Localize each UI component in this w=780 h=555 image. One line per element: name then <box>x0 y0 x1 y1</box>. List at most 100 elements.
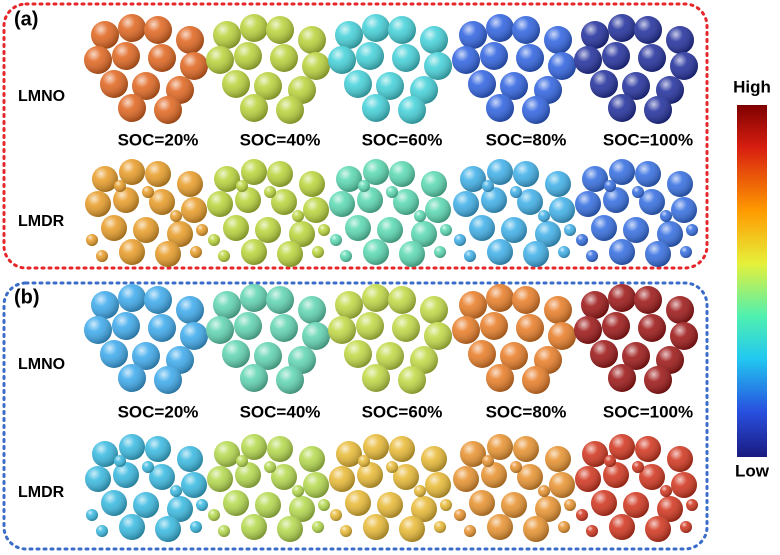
particle-shade <box>424 52 452 80</box>
particle-shade <box>609 159 635 185</box>
particle-shade <box>235 187 261 213</box>
particle-shade <box>389 161 415 187</box>
particle-shade <box>522 96 550 124</box>
particle-shade <box>454 509 466 521</box>
particle-shade <box>582 441 608 467</box>
particle-shade <box>85 191 111 217</box>
particle-shade <box>223 490 249 516</box>
particle-shade <box>632 186 644 198</box>
row-label: LMDR <box>18 484 65 501</box>
particle-shade <box>276 96 304 124</box>
particle-shade <box>277 241 303 267</box>
particle-shade <box>602 312 630 340</box>
particle-shade <box>340 250 352 262</box>
particle-shade <box>144 286 172 314</box>
particle-shade <box>639 189 665 215</box>
particle-shade <box>660 210 672 222</box>
particle-shade <box>345 215 371 241</box>
particle-shade <box>510 461 522 473</box>
particle-shade <box>114 180 126 192</box>
particle-shade <box>608 284 636 312</box>
panel-label: (b) <box>14 286 40 308</box>
particle-shade <box>666 26 694 54</box>
particle-shade <box>513 161 539 187</box>
particle-shade <box>181 197 207 223</box>
particle-shade <box>363 239 389 265</box>
panel-frame <box>2 281 709 551</box>
particle-shade <box>510 186 522 198</box>
particle-shade <box>241 159 267 185</box>
particle-shade <box>145 436 171 462</box>
particle-shade <box>638 44 666 72</box>
particle-shade <box>434 246 446 258</box>
particle-shade <box>591 215 617 241</box>
particle-shade <box>148 44 176 72</box>
particle-shade <box>207 466 233 492</box>
particle-shade <box>548 52 576 80</box>
particle-shade <box>329 191 355 217</box>
particle-shade <box>481 462 507 488</box>
particle-shade <box>388 16 416 44</box>
particle-shade <box>235 462 261 488</box>
particle-shade <box>548 322 576 350</box>
particle-shade <box>512 16 540 44</box>
particle-shade <box>92 166 118 192</box>
particle-shade <box>635 161 661 187</box>
particle-shade <box>113 462 139 488</box>
particle-shade <box>114 455 126 467</box>
particle-shade <box>84 46 112 74</box>
particle-shade <box>363 514 389 540</box>
particle-shade <box>392 314 420 342</box>
particle-shade <box>482 180 494 192</box>
particle-shade <box>453 466 479 492</box>
particle-shade <box>638 314 666 342</box>
particle-shade <box>100 340 128 368</box>
particle-shade <box>328 316 356 344</box>
particle-shade <box>590 70 618 98</box>
particle-shade <box>376 342 404 370</box>
particle-shade <box>538 210 550 222</box>
particle-shade <box>299 446 325 472</box>
particle-shade <box>142 461 154 473</box>
particle-shade <box>303 472 329 498</box>
particle-shade <box>241 514 267 540</box>
particle-shade <box>277 516 303 542</box>
particle-shade <box>464 250 476 262</box>
particle-shade <box>302 52 330 80</box>
particle-shade <box>680 246 692 258</box>
particle-shade <box>344 70 372 98</box>
particle-shade <box>393 464 419 490</box>
particle-shade <box>289 496 315 522</box>
particle-shade <box>85 466 111 492</box>
particle-shade <box>564 499 576 511</box>
particle-shade <box>469 215 495 241</box>
particle-shade <box>434 521 446 533</box>
particle-shade <box>101 215 127 241</box>
particle-shade <box>486 14 514 42</box>
particle-shade <box>336 441 362 467</box>
particle-shade <box>671 197 697 223</box>
particle-shade <box>234 312 262 340</box>
particle-shade <box>119 514 145 540</box>
particle-shade <box>575 191 601 217</box>
particle-shade <box>170 485 182 497</box>
particle-shade <box>318 499 330 511</box>
particle-shade <box>377 492 403 518</box>
particle-shade <box>133 217 159 243</box>
particle-shade <box>358 455 370 467</box>
particle-shade <box>336 166 362 192</box>
particle-shade <box>118 94 146 122</box>
particle-shade <box>487 514 513 540</box>
particle-shade <box>84 316 112 344</box>
particle-shade <box>459 21 487 49</box>
particle-shade <box>133 492 159 518</box>
particle-shade <box>145 161 171 187</box>
particle-shade <box>480 42 508 70</box>
particle-shade <box>468 70 496 98</box>
particle-shade <box>604 180 616 192</box>
particle-shade <box>330 509 342 521</box>
particle-shade <box>119 434 145 460</box>
particle-shade <box>574 46 602 74</box>
soc-label: SOC=60% <box>362 130 443 149</box>
particle-shade <box>345 490 371 516</box>
